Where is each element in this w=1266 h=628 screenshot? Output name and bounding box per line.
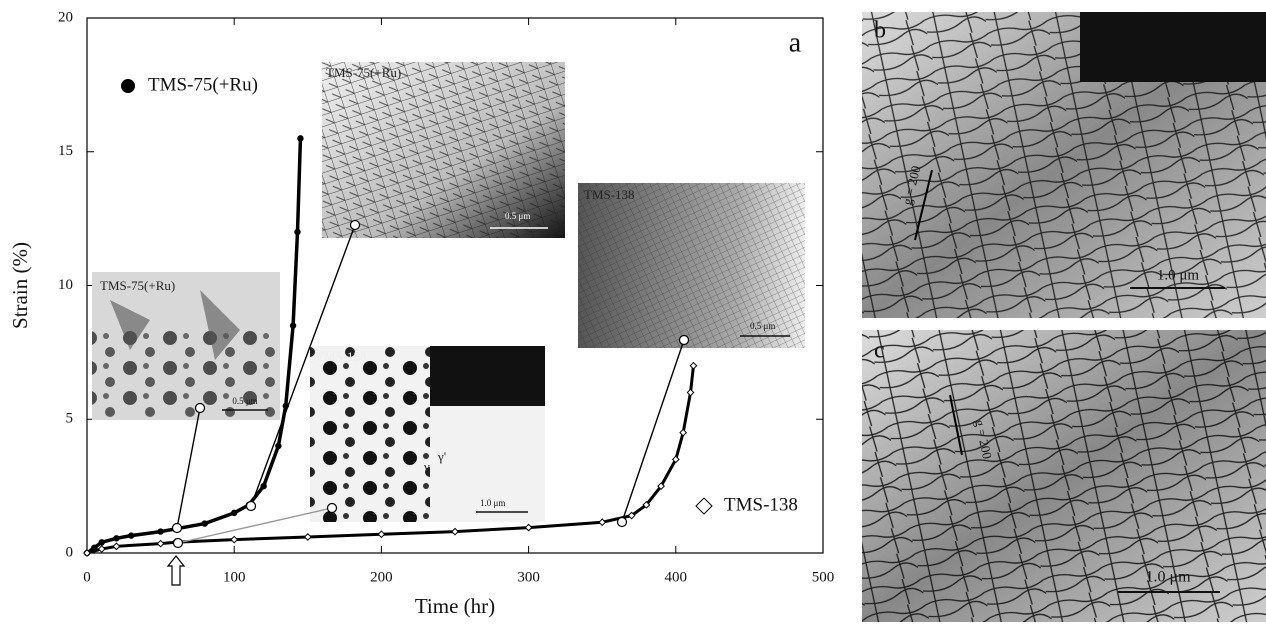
panel-c: c g = 200 1.0 μm	[862, 330, 1266, 622]
panel-label: b	[874, 18, 886, 44]
y-tick-label: 20	[58, 9, 73, 25]
scale-label: 1.0 μm	[1157, 267, 1200, 283]
leaders	[176, 224, 685, 544]
scale-label: 1.0 μm	[480, 498, 505, 508]
data-point	[127, 532, 135, 539]
x-axis-title: Time (hr)	[415, 594, 495, 618]
series-curve	[86, 365, 695, 555]
inset-4: TMS-138 0.5 μm	[578, 183, 805, 348]
inset-texture	[430, 346, 545, 406]
inset-2: TMS-75(+Ru) 0.5 μm	[322, 62, 565, 238]
phase-label: γ	[423, 459, 430, 474]
data-point	[275, 442, 282, 450]
x-tick-label: 300	[517, 569, 540, 585]
data-point	[289, 322, 297, 329]
y-axis-title: Strain (%)	[8, 242, 32, 329]
panel-label: a	[789, 27, 802, 58]
inset-texture	[110, 290, 240, 360]
marked-point	[194, 402, 206, 414]
scale-label: 1.0 μm	[1145, 569, 1191, 586]
x-tick-label: 100	[223, 569, 246, 585]
inset-texture	[578, 183, 805, 348]
data-point	[689, 361, 698, 370]
leader-line	[177, 507, 333, 544]
data-point	[303, 533, 312, 541]
vector-arrow	[949, 394, 963, 456]
data-point	[83, 549, 91, 557]
marked-point	[616, 516, 628, 528]
data-point	[679, 428, 688, 437]
data-point	[627, 511, 636, 520]
vector-arrow	[914, 169, 933, 241]
scale-label: 0.5 μm	[750, 321, 775, 331]
panel-texture	[862, 12, 1266, 318]
y-tick-label: 0	[66, 544, 74, 560]
phase-label: γ'	[437, 449, 446, 464]
data-point	[598, 518, 607, 527]
inset-label: TMS-138	[316, 349, 367, 364]
scale-label: 0.5 μm	[232, 396, 257, 406]
panel-b: b g = 200 1.0 μm	[862, 12, 1266, 318]
panel-label: c	[874, 338, 885, 364]
inset-label: TMS-75(+Ru)	[326, 65, 401, 80]
legend-marker	[695, 497, 713, 515]
marked-point	[245, 500, 257, 512]
marked-point	[349, 219, 361, 231]
inset-texture	[310, 346, 430, 522]
data-point	[201, 520, 208, 527]
data-point	[157, 528, 164, 535]
legend-label: TMS-138	[724, 494, 798, 515]
data-point	[451, 527, 459, 536]
x-tick-label: 200	[370, 569, 393, 585]
x-tick-label: 500	[812, 569, 835, 585]
data-point	[112, 542, 121, 551]
leader-line	[250, 224, 356, 507]
legend-label: TMS-75(+Ru)	[148, 74, 258, 95]
inset-texture	[92, 330, 280, 420]
panel-texture	[862, 330, 1266, 622]
plot-layer: 0 100 200 300 400 500 0 5 10 15 20 Time (hr) Strain …	[8, 9, 834, 617]
data-point	[294, 228, 301, 236]
data-point	[97, 545, 106, 553]
data-point	[260, 482, 267, 490]
inset-texture	[322, 62, 565, 238]
data-point	[98, 539, 105, 546]
leader-line	[621, 339, 685, 523]
leader-line	[176, 407, 201, 529]
legend-marker	[121, 79, 135, 93]
data-point	[524, 523, 533, 532]
data-point	[113, 535, 120, 542]
y-tick-label: 15	[58, 143, 73, 159]
marked-point	[171, 522, 183, 534]
data-point	[642, 500, 651, 509]
marked-points	[171, 219, 690, 549]
y-tick-label: 5	[66, 411, 74, 427]
data-point	[657, 482, 665, 491]
data-point	[156, 539, 165, 548]
inset-label: TMS-75(+Ru)	[100, 278, 175, 293]
data-point	[686, 388, 695, 397]
inset-label: TMS-138	[584, 187, 635, 202]
marked-point	[172, 537, 184, 549]
x-tick-label: 400	[665, 569, 688, 585]
marked-point	[326, 502, 338, 514]
data-point	[297, 135, 304, 142]
data-point	[671, 455, 680, 464]
data-point	[231, 509, 238, 517]
inset-3: TMS-138 γ γ' 1.0 μm	[310, 346, 545, 522]
inset-1: TMS-75(+Ru) 0.5 μm	[92, 272, 280, 420]
x-tick-label: 0	[83, 569, 91, 585]
data-point	[230, 535, 239, 544]
y-tick-label: 10	[58, 277, 73, 293]
series-curve	[85, 138, 303, 555]
marked-point	[678, 334, 690, 346]
data-point	[377, 530, 386, 539]
scale-label: 0.5 μm	[505, 211, 530, 221]
time-arrow	[166, 555, 186, 586]
